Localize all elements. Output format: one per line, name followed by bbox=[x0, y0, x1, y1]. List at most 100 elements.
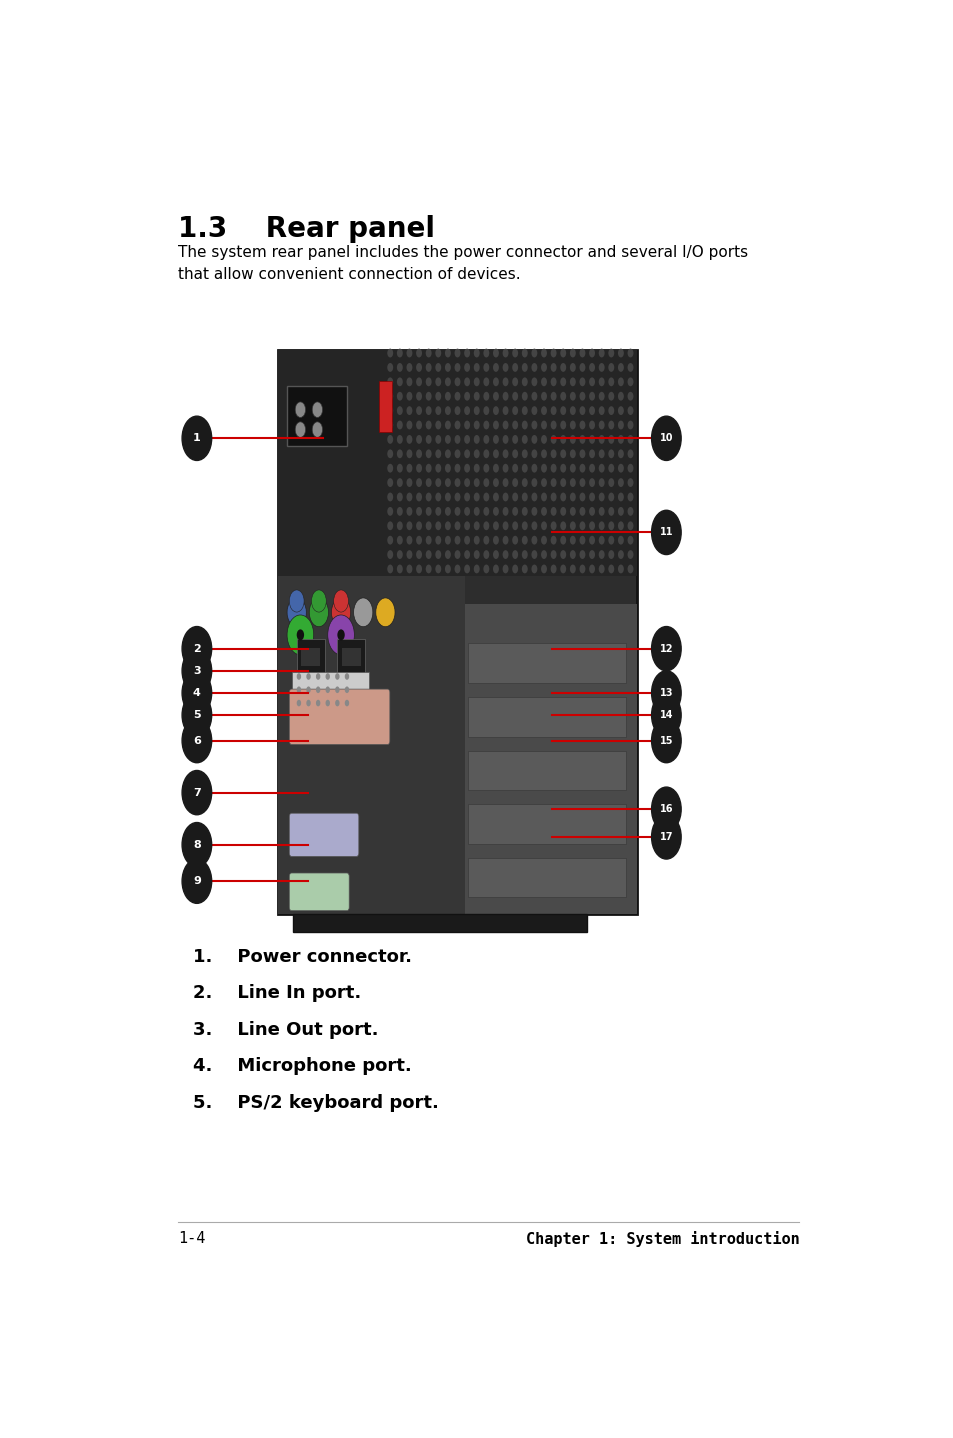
Circle shape bbox=[531, 479, 537, 487]
Circle shape bbox=[406, 565, 412, 574]
Circle shape bbox=[598, 565, 604, 574]
Circle shape bbox=[444, 420, 451, 430]
Circle shape bbox=[589, 565, 595, 574]
Circle shape bbox=[608, 522, 614, 531]
Circle shape bbox=[550, 464, 556, 473]
Circle shape bbox=[521, 377, 527, 387]
Circle shape bbox=[493, 479, 498, 487]
Circle shape bbox=[521, 522, 527, 531]
FancyBboxPatch shape bbox=[287, 387, 347, 446]
Circle shape bbox=[493, 377, 498, 387]
Circle shape bbox=[493, 449, 498, 459]
Circle shape bbox=[618, 565, 623, 574]
Circle shape bbox=[311, 590, 326, 613]
Circle shape bbox=[550, 420, 556, 430]
Circle shape bbox=[521, 464, 527, 473]
Circle shape bbox=[608, 449, 614, 459]
Circle shape bbox=[531, 420, 537, 430]
Circle shape bbox=[627, 348, 633, 358]
Circle shape bbox=[454, 362, 460, 372]
Circle shape bbox=[531, 508, 537, 516]
Circle shape bbox=[464, 362, 470, 372]
Circle shape bbox=[502, 508, 508, 516]
Circle shape bbox=[569, 551, 576, 559]
Circle shape bbox=[512, 536, 517, 545]
Circle shape bbox=[454, 508, 460, 516]
Circle shape bbox=[578, 362, 585, 372]
Circle shape bbox=[454, 420, 460, 430]
Circle shape bbox=[502, 420, 508, 430]
Circle shape bbox=[512, 565, 517, 574]
FancyBboxPatch shape bbox=[468, 697, 625, 736]
Circle shape bbox=[444, 536, 451, 545]
Circle shape bbox=[474, 479, 479, 487]
Circle shape bbox=[559, 362, 565, 372]
Circle shape bbox=[435, 508, 441, 516]
Circle shape bbox=[435, 536, 441, 545]
Circle shape bbox=[550, 348, 556, 358]
Circle shape bbox=[540, 362, 546, 372]
FancyBboxPatch shape bbox=[468, 804, 625, 844]
Circle shape bbox=[531, 565, 537, 574]
Circle shape bbox=[425, 348, 431, 358]
Circle shape bbox=[406, 493, 412, 502]
Circle shape bbox=[578, 464, 585, 473]
Circle shape bbox=[531, 464, 537, 473]
Circle shape bbox=[512, 362, 517, 372]
Circle shape bbox=[502, 565, 508, 574]
Circle shape bbox=[569, 391, 576, 401]
Circle shape bbox=[608, 362, 614, 372]
Circle shape bbox=[578, 522, 585, 531]
Circle shape bbox=[512, 493, 517, 502]
Text: 3: 3 bbox=[193, 666, 200, 676]
Circle shape bbox=[474, 493, 479, 502]
Circle shape bbox=[182, 771, 212, 815]
Circle shape bbox=[454, 479, 460, 487]
Circle shape bbox=[406, 377, 412, 387]
Circle shape bbox=[296, 700, 301, 706]
Circle shape bbox=[502, 434, 508, 444]
Circle shape bbox=[618, 434, 623, 444]
Circle shape bbox=[550, 391, 556, 401]
Circle shape bbox=[598, 449, 604, 459]
Circle shape bbox=[589, 493, 595, 502]
Circle shape bbox=[559, 493, 565, 502]
Circle shape bbox=[651, 815, 680, 858]
Circle shape bbox=[531, 391, 537, 401]
Circle shape bbox=[387, 449, 393, 459]
Circle shape bbox=[651, 693, 680, 738]
Circle shape bbox=[464, 348, 470, 358]
Circle shape bbox=[608, 508, 614, 516]
Circle shape bbox=[464, 434, 470, 444]
Circle shape bbox=[502, 406, 508, 416]
Circle shape bbox=[474, 406, 479, 416]
Circle shape bbox=[474, 565, 479, 574]
Circle shape bbox=[454, 536, 460, 545]
Circle shape bbox=[416, 493, 421, 502]
Circle shape bbox=[435, 493, 441, 502]
Circle shape bbox=[474, 434, 479, 444]
Text: 1.    Power connector.: 1. Power connector. bbox=[193, 948, 412, 966]
Circle shape bbox=[325, 673, 330, 680]
Circle shape bbox=[454, 551, 460, 559]
Circle shape bbox=[589, 551, 595, 559]
Circle shape bbox=[569, 406, 576, 416]
Circle shape bbox=[454, 522, 460, 531]
Circle shape bbox=[396, 551, 402, 559]
Circle shape bbox=[483, 348, 489, 358]
Circle shape bbox=[387, 377, 393, 387]
Circle shape bbox=[502, 493, 508, 502]
Circle shape bbox=[589, 464, 595, 473]
Circle shape bbox=[425, 391, 431, 401]
Circle shape bbox=[550, 536, 556, 545]
Circle shape bbox=[493, 536, 498, 545]
Circle shape bbox=[444, 391, 451, 401]
Circle shape bbox=[483, 536, 489, 545]
Circle shape bbox=[512, 434, 517, 444]
Circle shape bbox=[559, 377, 565, 387]
Circle shape bbox=[454, 406, 460, 416]
Circle shape bbox=[464, 536, 470, 545]
Circle shape bbox=[559, 406, 565, 416]
Text: 14: 14 bbox=[659, 710, 673, 720]
Circle shape bbox=[387, 522, 393, 531]
